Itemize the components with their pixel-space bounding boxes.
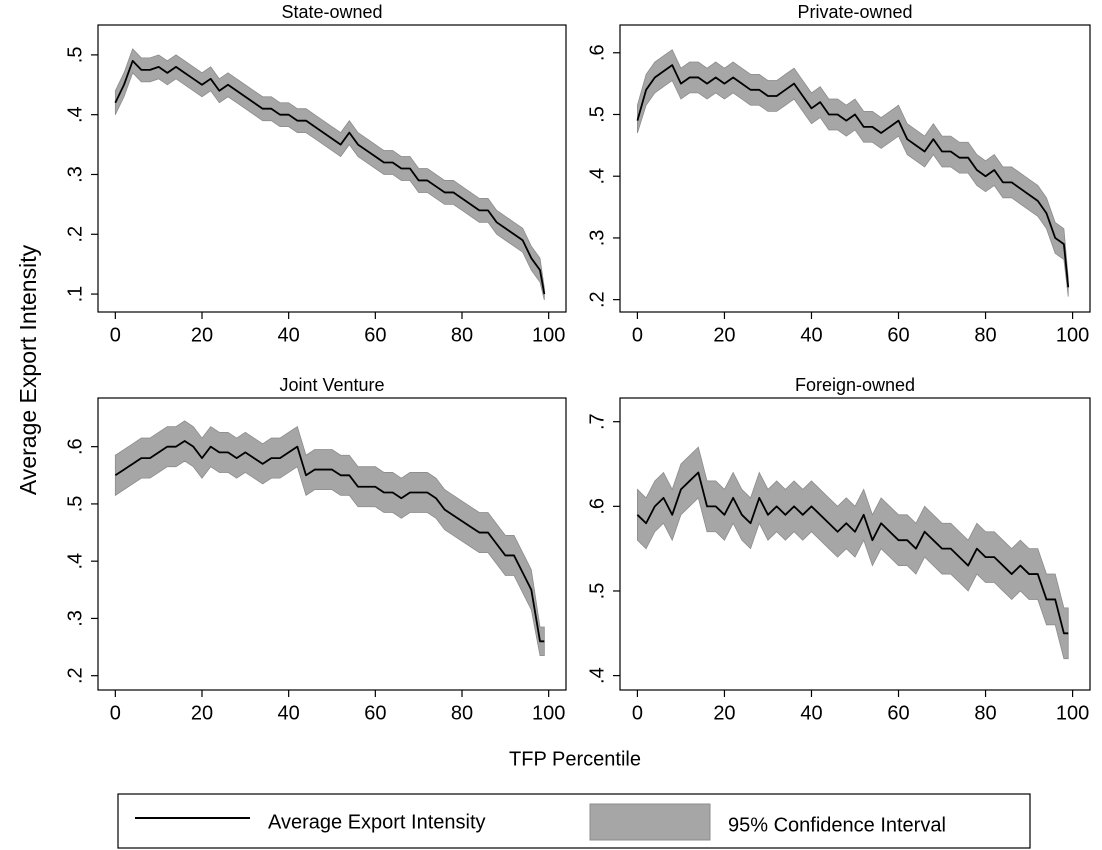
series-line	[636, 64, 1070, 288]
panel-title: Joint Venture	[279, 375, 384, 395]
panel: State-owned 0 20 40 60 80 100 .1 .2 .3 .4 .5	[64, 2, 567, 346]
x-tick-label: 0	[632, 324, 643, 346]
y-tick-label: .5	[586, 583, 608, 600]
y-axis-label: Average Export Intensity	[15, 244, 41, 495]
panel-title: Private-owned	[797, 2, 912, 22]
x-tick-label: 40	[800, 324, 822, 346]
confidence-band	[114, 420, 545, 657]
y-tick-label: .3	[64, 610, 86, 627]
x-tick-label: 20	[713, 324, 735, 346]
x-tick-label: 0	[110, 702, 121, 724]
confidence-band	[114, 48, 545, 301]
y-tick-label: .6	[64, 438, 86, 455]
legend: Average Export Intensity 95% Confidence …	[117, 793, 1031, 849]
x-tick-label: 100	[532, 324, 565, 346]
x-tick-label: 60	[364, 324, 386, 346]
panel: Joint Venture 0 20 40 60 80 100 .2 .3 .4 .5 .6	[64, 375, 567, 724]
panel: Private-owned 0 20 40 60 80 100 .2 .3 .4 .5 .6	[586, 2, 1091, 346]
y-tick-label: .4	[64, 553, 86, 570]
panel-title: State-owned	[281, 2, 382, 22]
y-tick-label: .4	[586, 667, 608, 684]
confidence-band	[637, 446, 1069, 660]
y-tick-label: .2	[64, 226, 86, 243]
y-tick-label: .4	[586, 168, 608, 185]
x-tick-label: 100	[1056, 324, 1089, 346]
plot-frame	[97, 397, 567, 691]
plot-frame	[97, 24, 567, 313]
series-line	[114, 59, 546, 295]
y-tick-label: .2	[64, 667, 86, 684]
x-tick-label: 80	[974, 324, 996, 346]
x-tick-label: 0	[632, 702, 643, 724]
x-axis-label: TFP Percentile	[509, 748, 641, 770]
y-tick-label: .2	[586, 291, 608, 308]
panel: Foreign-owned 0 20 40 60 80 100 .4 .5 .6 .7	[586, 375, 1091, 724]
y-tick-label: .6	[586, 498, 608, 515]
x-tick-label: 20	[191, 324, 213, 346]
x-tick-label: 80	[451, 702, 473, 724]
y-tick-label: .4	[64, 106, 86, 123]
y-tick-label: .1	[64, 286, 86, 303]
y-tick-label: .7	[586, 413, 608, 430]
x-tick-label: 0	[110, 324, 121, 346]
x-tick-label: 80	[451, 324, 473, 346]
x-tick-label: 100	[1056, 702, 1089, 724]
legend-label: Average Export Intensity	[268, 811, 486, 833]
x-tick-label: 60	[364, 702, 386, 724]
x-tick-label: 40	[800, 702, 822, 724]
legend-label: 95% Confidence Interval	[728, 814, 946, 836]
x-tick-label: 40	[278, 702, 300, 724]
x-tick-label: 100	[532, 702, 565, 724]
legend-band-swatch	[589, 803, 711, 841]
y-tick-label: .5	[64, 47, 86, 64]
series-line	[636, 471, 1069, 635]
x-tick-label: 20	[713, 702, 735, 724]
y-tick-label: .3	[586, 230, 608, 247]
plot-frame	[619, 24, 1091, 313]
plot-frame	[619, 397, 1091, 691]
y-tick-label: .6	[586, 44, 608, 61]
y-tick-label: .5	[586, 106, 608, 123]
x-tick-label: 60	[887, 324, 909, 346]
series-line	[114, 440, 545, 643]
x-tick-label: 20	[191, 702, 213, 724]
legend-box	[117, 793, 1031, 849]
y-tick-label: .5	[64, 496, 86, 513]
x-tick-label: 40	[278, 324, 300, 346]
y-tick-label: .3	[64, 166, 86, 183]
panel-title: Foreign-owned	[795, 375, 915, 395]
x-tick-label: 60	[887, 702, 909, 724]
x-tick-label: 80	[974, 702, 996, 724]
